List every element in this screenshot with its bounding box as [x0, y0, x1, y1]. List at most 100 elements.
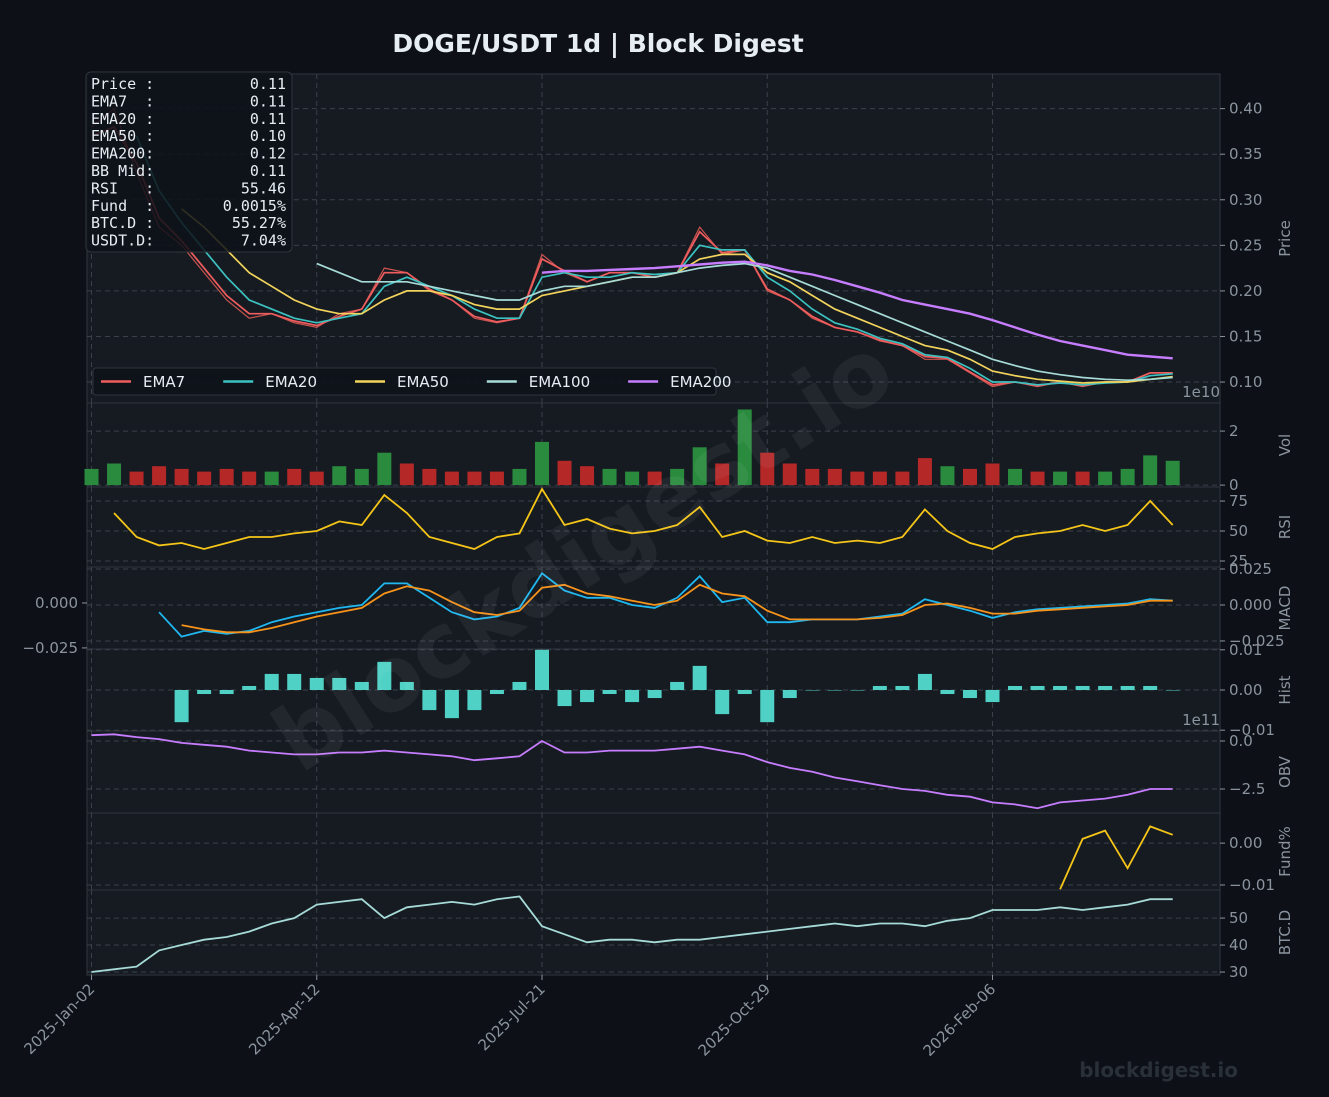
bar — [1008, 685, 1023, 690]
legend: EMA7 EMA20 EMA50 EMA100 EMA200 — [92, 367, 731, 396]
y-axis-label: BTC.D — [1276, 910, 1294, 955]
panel — [86, 730, 1221, 814]
info-label: Fund : — [91, 197, 154, 215]
bar — [805, 690, 820, 691]
info-value: 0.11 — [250, 162, 286, 180]
info-value: 0.11 — [250, 92, 286, 110]
y-tick-label: 0.40 — [1229, 100, 1262, 118]
bar — [129, 471, 144, 486]
bar — [940, 690, 955, 695]
info-label: EMA50 : — [91, 127, 154, 145]
bar — [197, 690, 212, 695]
info-value: 55.27% — [232, 214, 286, 232]
bar — [715, 463, 730, 486]
info-label: EMA20 : — [91, 110, 154, 128]
bar — [805, 468, 820, 486]
legend-label: EMA200 — [670, 373, 731, 391]
bar — [737, 409, 752, 486]
bar — [467, 690, 482, 711]
info-value: 7.04% — [241, 232, 286, 250]
bar — [1008, 468, 1023, 486]
info-label: EMA7 : — [91, 92, 154, 110]
y-tick-label: 0.30 — [1229, 191, 1262, 209]
bar — [895, 685, 910, 690]
bar — [602, 690, 617, 695]
bar — [692, 665, 707, 690]
bar — [782, 463, 797, 486]
y-tick-label: −0.025 — [1229, 632, 1285, 650]
bar — [602, 468, 617, 486]
bar — [580, 466, 595, 486]
bar — [152, 466, 167, 486]
y-tick-label: 0.10 — [1229, 373, 1262, 391]
bar — [332, 677, 347, 690]
bar — [1030, 685, 1045, 690]
y-axis-label: OBV — [1276, 755, 1294, 788]
bar — [962, 690, 977, 699]
bar — [399, 681, 414, 690]
bar — [962, 468, 977, 486]
bar — [670, 468, 685, 486]
bar — [1120, 685, 1135, 690]
y-tick-label: 0.00 — [1229, 834, 1262, 852]
y-axis-label: Vol — [1276, 434, 1294, 456]
bar — [557, 460, 572, 486]
bar — [1053, 685, 1068, 690]
bar — [580, 690, 595, 703]
legend-label: EMA20 — [265, 373, 317, 391]
y-axis-label: Fund% — [1276, 826, 1294, 877]
bar — [287, 468, 302, 486]
bar — [917, 673, 932, 690]
y-tick-label: −0.01 — [1229, 876, 1275, 894]
bar — [760, 452, 775, 486]
bar — [309, 677, 324, 690]
left-y-tick-label: 0.000 — [35, 594, 78, 612]
offset-label: 1e11 — [1182, 711, 1220, 729]
bar — [107, 463, 122, 486]
y-tick-label: 0.35 — [1229, 145, 1262, 163]
bar — [985, 463, 1000, 486]
bar — [264, 471, 279, 486]
legend-label: EMA7 — [143, 373, 185, 391]
y-tick-label: 75 — [1229, 492, 1248, 510]
bar — [399, 463, 414, 486]
bar — [309, 471, 324, 486]
legend-box — [92, 367, 717, 396]
bar — [489, 471, 504, 486]
y-tick-label: −2.5 — [1229, 780, 1265, 798]
bar — [1030, 471, 1045, 486]
y-tick-label: 0.20 — [1229, 282, 1262, 300]
line — [113, 487, 1174, 550]
offset-label: 1e10 — [1182, 383, 1220, 401]
bar — [377, 452, 392, 486]
y-tick-label: 25 — [1229, 552, 1248, 570]
y-tick-label: −0.01 — [1229, 721, 1275, 739]
bar — [1075, 685, 1090, 690]
line — [135, 135, 1173, 386]
bar — [377, 661, 392, 690]
bar — [917, 458, 932, 486]
info-label: BTC.D : — [91, 214, 154, 232]
legend-label: EMA50 — [397, 373, 449, 391]
bar — [287, 673, 302, 690]
y-axis-label: MACD — [1276, 586, 1294, 631]
info-value: 55.46 — [241, 179, 286, 197]
y-tick-label: 50 — [1229, 909, 1248, 927]
bar — [782, 690, 797, 699]
info-label: EMA200: — [91, 145, 154, 163]
y-axis-label: Hist — [1276, 675, 1294, 704]
info-label: RSI : — [91, 179, 154, 197]
bar — [1075, 471, 1090, 486]
y-tick-label: 0.0 — [1229, 732, 1253, 750]
bar — [557, 690, 572, 707]
bar — [760, 690, 775, 723]
bar — [174, 690, 189, 723]
legend-label: EMA100 — [529, 373, 590, 391]
bar — [625, 471, 640, 486]
y-tick-label: 40 — [1229, 936, 1248, 954]
line — [1059, 825, 1174, 890]
info-label: BB Mid: — [91, 162, 154, 180]
bar — [174, 468, 189, 486]
bar — [670, 681, 685, 690]
